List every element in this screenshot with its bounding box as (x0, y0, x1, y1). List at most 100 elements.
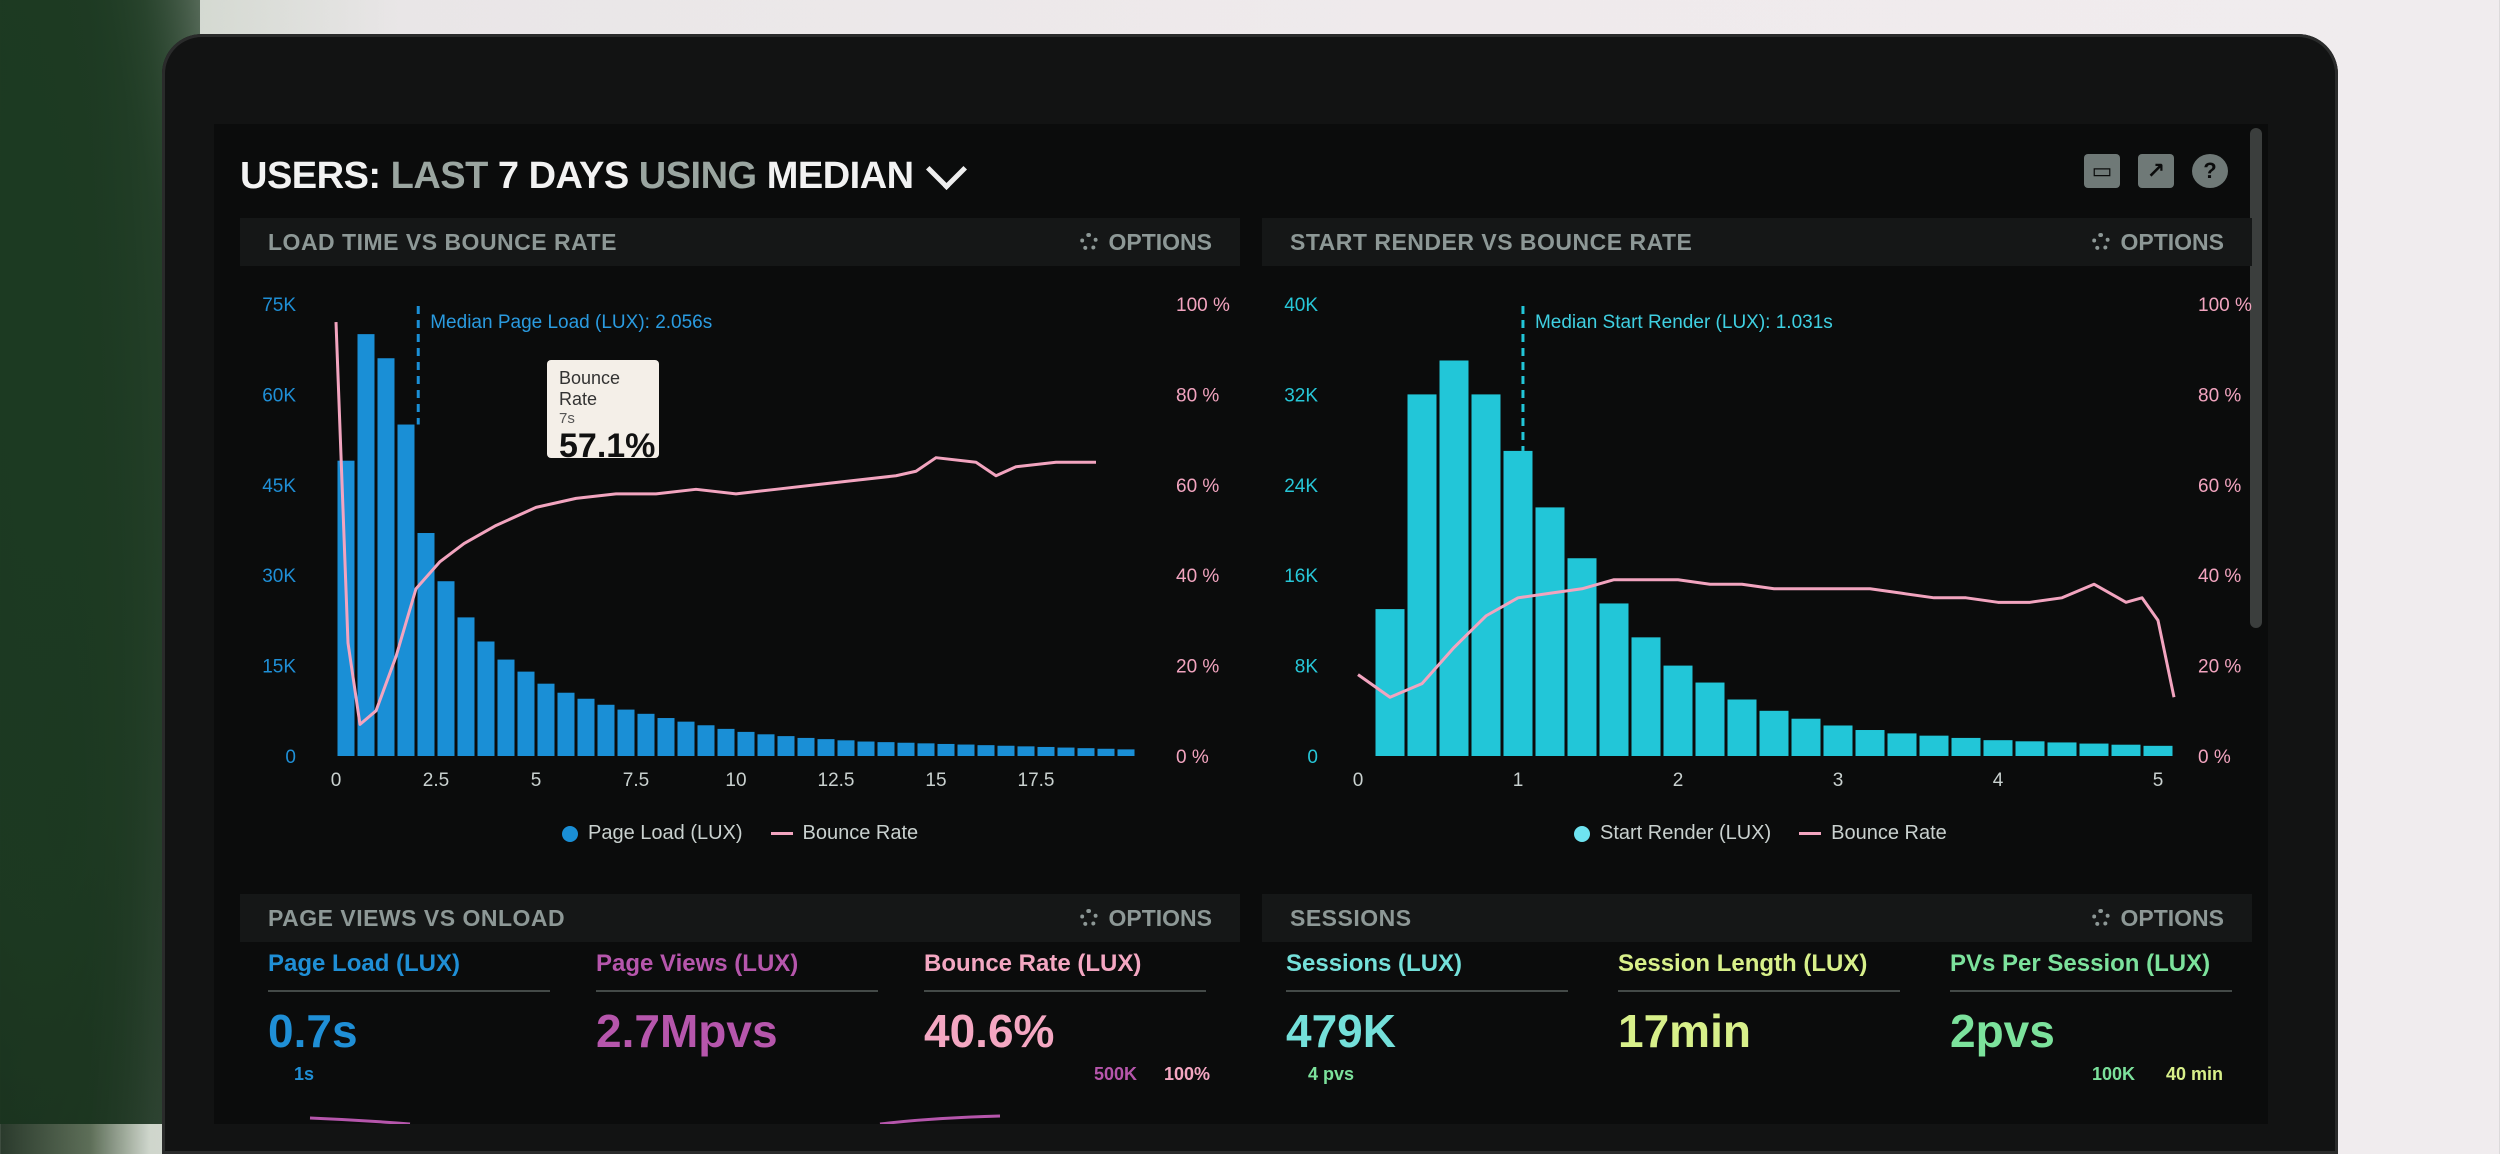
legend-label: Page Load (LUX) (588, 822, 743, 844)
legend-item[interactable]: Bounce Rate (1799, 822, 1947, 845)
dashboard-title[interactable]: USERS: LAST 7 DAYS USING MEDIAN (240, 146, 967, 206)
x-tick-label: 2 (1673, 770, 1684, 791)
bar (477, 641, 495, 756)
y-tick-label: 60K (262, 385, 296, 406)
metric-page-load[interactable]: Page Load (LUX) 0.7s (268, 950, 550, 1058)
metric-value: 2.7Mpvs (596, 1005, 778, 1057)
options-label: OPTIONS (2120, 904, 2224, 931)
bar (837, 740, 855, 756)
bar (597, 704, 615, 756)
bar (937, 743, 955, 756)
monitor-icon[interactable]: ▭ (2084, 154, 2120, 188)
help-icon[interactable]: ? (2192, 154, 2228, 188)
scrollbar[interactable] (2250, 128, 2262, 628)
bar (1057, 747, 1075, 756)
median-annotation: Median Start Render (LUX): 1.031s (1535, 312, 1833, 333)
bar (817, 739, 835, 756)
metric-value: 2pvs (1950, 1005, 2055, 1057)
legend-item[interactable]: Bounce Rate (770, 822, 918, 845)
legend-item[interactable]: Page Load (LUX) (562, 822, 743, 845)
x-tick-label: 5 (2153, 770, 2164, 791)
chevron-down-icon[interactable] (925, 148, 967, 190)
share-icon[interactable]: ↗ (2138, 154, 2174, 188)
title-part: LAST (390, 154, 489, 197)
bar (1017, 746, 1035, 756)
metric-value: 40.6% (924, 1005, 1055, 1057)
metric-sessions[interactable]: Sessions (LUX) 479K (1286, 950, 1568, 1058)
median-annotation: Median Page Load (LUX): 2.056s (430, 312, 712, 333)
bar (2079, 743, 2109, 756)
y-right-tick-label: 60 % (1176, 476, 1219, 497)
sparkline-label: 100K (2092, 1064, 2136, 1084)
dashboard-screen: USERS: LAST 7 DAYS USING MEDIAN ▭ ↗ ? LO… (214, 124, 2268, 1124)
bar (617, 709, 635, 756)
x-tick-label: 10 (725, 770, 746, 791)
bar (537, 683, 555, 756)
panel-header-load: LOAD TIME VS BOUNCE RATE OPTIONS (240, 218, 1240, 266)
panel-header-sessions: SESSIONS OPTIONS (1262, 894, 2252, 942)
metric-session-length[interactable]: Session Length (LUX) 17min (1618, 950, 1900, 1058)
bar (917, 743, 935, 756)
bar (1951, 737, 1981, 756)
x-tick-label: 2.5 (423, 770, 449, 791)
legend-item[interactable]: Start Render (LUX) (1574, 822, 1771, 845)
y-right-tick-label: 40 % (2198, 566, 2241, 587)
x-tick-label: 4 (1993, 770, 2004, 791)
bar (1375, 609, 1405, 756)
y-tick-label: 16K (1284, 566, 1318, 587)
panel-header-pv: PAGE VIEWS VS ONLOAD OPTIONS (240, 894, 1240, 942)
x-tick-label: 3 (1833, 770, 1844, 791)
legend-line (1799, 832, 1822, 835)
metric-pvs-per-session[interactable]: PVs Per Session (LUX) 2pvs (1950, 950, 2232, 1058)
y-right-tick-label: 20 % (1176, 657, 1219, 678)
metric-value: 17min (1618, 1005, 1751, 1057)
bar (717, 728, 735, 756)
bar (1439, 360, 1469, 756)
bar (1631, 637, 1661, 756)
bar (1983, 740, 2013, 756)
y-right-tick-label: 100 % (2198, 295, 2252, 316)
tooltip-title: Bounce Rate (559, 368, 621, 409)
options-button[interactable]: OPTIONS (1080, 905, 1212, 932)
bar (2143, 745, 2173, 756)
y-tick-label: 8K (1295, 657, 1319, 678)
options-button[interactable]: OPTIONS (1080, 229, 1212, 256)
options-label: OPTIONS (2120, 228, 2224, 255)
metric-page-views[interactable]: Page Views (LUX) 2.7Mpvs (596, 950, 878, 1058)
gear-icon (1080, 233, 1099, 251)
y-tick-label: 24K (1284, 476, 1318, 497)
bar (1037, 746, 1055, 756)
gear-icon (2092, 233, 2111, 251)
bar (2047, 742, 2077, 756)
start-render-chart: 0 8K 16K 24K 32K 40K 0 % 20 % 40 % 60 % 80 % 100 % 0… (1284, 295, 2252, 791)
legend-dot (1574, 825, 1590, 842)
bar (517, 671, 535, 756)
panel-title: PAGE VIEWS VS ONLOAD (268, 904, 566, 931)
bar (457, 617, 475, 756)
metric-bounce-rate[interactable]: Bounce Rate (LUX) 40.6% (924, 950, 1206, 1058)
bar (1727, 699, 1757, 756)
metric-value: 0.7s (268, 1005, 358, 1057)
title-part: USERS: (240, 154, 381, 197)
bar (677, 721, 695, 756)
x-tick-label: 0 (1353, 770, 1364, 791)
tooltip-sub: 7s (559, 410, 575, 427)
start-chart-legend: Start Render (LUX) Bounce Rate (1574, 822, 1947, 845)
options-button[interactable]: OPTIONS (2092, 229, 2224, 256)
bar (1097, 748, 1115, 756)
metric-label: Session Length (LUX) (1618, 950, 1900, 992)
options-label: OPTIONS (1108, 228, 1212, 255)
bar (1599, 603, 1629, 756)
legend-label: Start Render (LUX) (1600, 822, 1772, 844)
y-tick-label: 30K (262, 566, 296, 587)
y-right-tick-label: 80 % (1176, 385, 1219, 406)
y-tick-label: 40K (1284, 295, 1318, 316)
y-right-tick-label: 40 % (1176, 566, 1219, 587)
bar (1759, 710, 1789, 756)
bar (697, 725, 715, 756)
options-label: OPTIONS (1108, 904, 1212, 931)
x-tick-label: 1 (1513, 770, 1524, 791)
bar (1855, 730, 1885, 756)
options-button[interactable]: OPTIONS (2092, 905, 2224, 932)
gear-icon (1080, 909, 1099, 927)
